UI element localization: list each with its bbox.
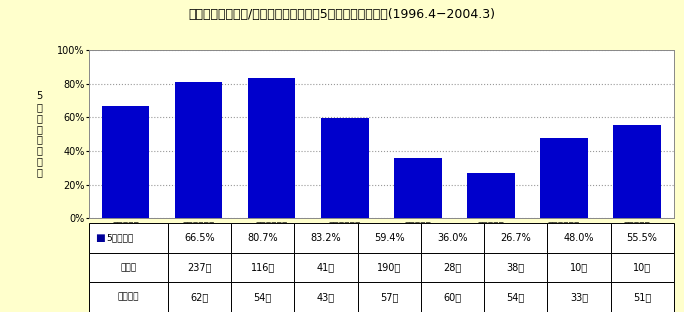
Bar	[321, 118, 369, 218]
Bar	[168, 253, 231, 282]
Text: 51才: 51才	[633, 292, 651, 302]
Text: 54才: 54才	[254, 292, 272, 302]
Text: 57才: 57才	[380, 292, 398, 302]
Text: 血液・細胞療法部/主な疾患についてづ5年生存率と患者数(1996.4−2004.3): 血液・細胞療法部/主な疾患についてづ5年生存率と患者数(1996.4−2004.…	[189, 8, 495, 21]
Text: ■: ■	[95, 233, 105, 243]
Bar	[89, 223, 168, 253]
Text: 54才: 54才	[507, 292, 525, 302]
Text: 55.5%: 55.5%	[627, 233, 657, 243]
Bar	[231, 253, 294, 282]
Bar	[611, 282, 674, 312]
Text: 80.7%: 80.7%	[248, 233, 278, 243]
Bar	[102, 106, 149, 218]
Bar	[248, 78, 295, 218]
Bar	[547, 282, 611, 312]
Bar	[611, 253, 674, 282]
Bar	[611, 223, 674, 253]
Bar	[358, 282, 421, 312]
Bar	[467, 173, 515, 218]
Bar	[294, 223, 358, 253]
Text: 10人: 10人	[570, 262, 588, 273]
Text: 83.2%: 83.2%	[311, 233, 341, 243]
Bar	[175, 82, 222, 218]
Text: 190人: 190人	[377, 262, 402, 273]
Bar	[358, 253, 421, 282]
Bar	[231, 282, 294, 312]
Text: 66.5%: 66.5%	[184, 233, 215, 243]
Text: 28人: 28人	[443, 262, 462, 273]
Bar	[294, 282, 358, 312]
Bar	[294, 253, 358, 282]
Text: 5年生存率: 5年生存率	[107, 233, 133, 242]
Text: 平均年齢: 平均年齢	[118, 293, 139, 302]
Bar	[89, 282, 168, 312]
Bar	[614, 125, 661, 218]
Bar	[358, 223, 421, 253]
Bar	[484, 223, 547, 253]
Text: 62才: 62才	[190, 292, 209, 302]
Text: 41人: 41人	[317, 262, 335, 273]
Bar	[168, 223, 231, 253]
Text: 43才: 43才	[317, 292, 335, 302]
Bar	[540, 138, 588, 218]
Bar	[89, 253, 168, 282]
Bar	[168, 282, 231, 312]
Bar	[421, 253, 484, 282]
Bar	[231, 223, 294, 253]
Bar	[421, 282, 484, 312]
Bar	[547, 223, 611, 253]
Text: 33才: 33才	[570, 292, 588, 302]
Text: 36.0%: 36.0%	[437, 233, 468, 243]
Bar	[484, 253, 547, 282]
Bar	[421, 223, 484, 253]
Text: 26.7%: 26.7%	[500, 233, 531, 243]
Text: 60才: 60才	[443, 292, 462, 302]
Text: 48.0%: 48.0%	[564, 233, 594, 243]
Text: 患者数: 患者数	[120, 263, 136, 272]
Text: 237人: 237人	[187, 262, 212, 273]
Text: 116人: 116人	[250, 262, 275, 273]
Text: 59.4%: 59.4%	[374, 233, 404, 243]
Bar	[394, 158, 442, 218]
Bar	[484, 282, 547, 312]
Text: 5
年
生
存
率
（
％
）: 5 年 生 存 率 （ ％ ）	[36, 91, 42, 177]
Text: 10人: 10人	[633, 262, 651, 273]
Bar	[547, 253, 611, 282]
Text: 38人: 38人	[507, 262, 525, 273]
